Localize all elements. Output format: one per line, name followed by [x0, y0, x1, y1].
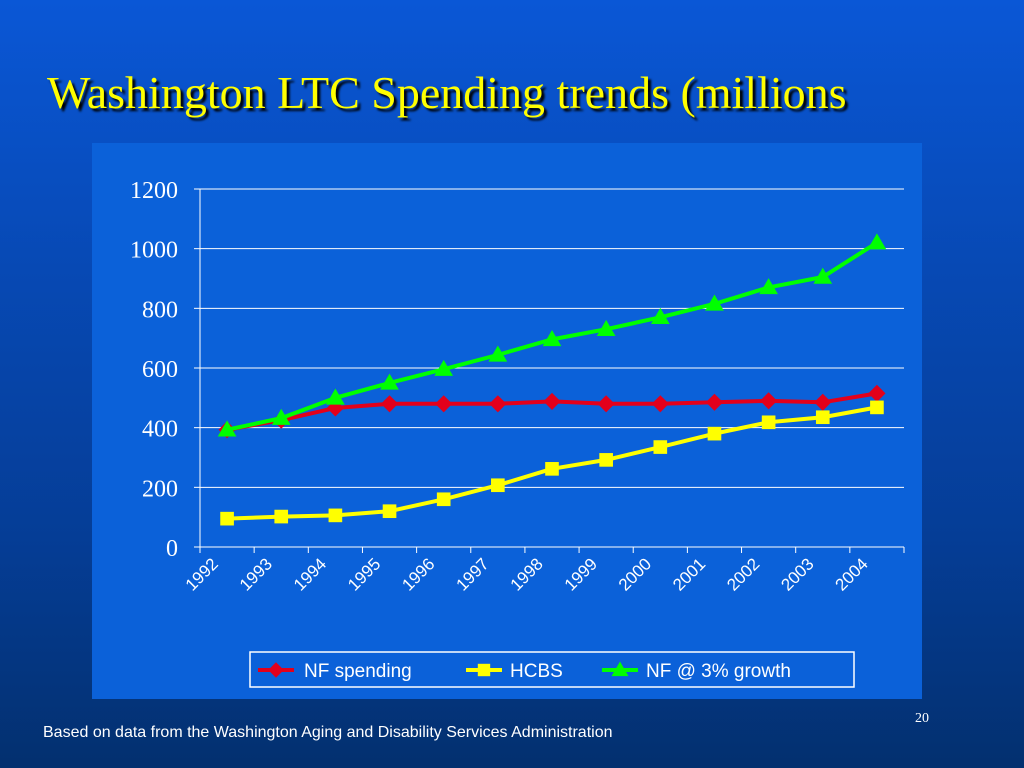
- data-point: [545, 462, 559, 476]
- x-tick-label: 1996: [398, 554, 438, 594]
- data-point: [705, 294, 724, 311]
- data-point: [650, 307, 670, 325]
- data-point: [599, 453, 613, 467]
- y-tick-label: 200: [142, 476, 178, 502]
- data-point: [653, 440, 668, 454]
- y-tick-label: 400: [142, 417, 178, 443]
- data-point: [436, 492, 451, 507]
- data-point: [491, 478, 505, 493]
- x-tick-label: 1995: [344, 554, 384, 594]
- data-point: [488, 345, 508, 362]
- legend: NF spending HCBS NF @ 3% growth: [249, 651, 855, 688]
- data-point: [813, 267, 833, 284]
- gridlines: [200, 188, 904, 488]
- data-point: [597, 395, 615, 413]
- x-tick-label: 1993: [236, 554, 276, 594]
- source-footnote: Based on data from the Washington Aging …: [43, 724, 613, 741]
- x-tick-label: 1994: [290, 554, 330, 594]
- slide-number: 20: [915, 711, 929, 726]
- data-point: [707, 426, 722, 441]
- data-point: [760, 392, 778, 410]
- data-point: [705, 393, 724, 411]
- data-point: [489, 395, 507, 413]
- legend-label: HCBS: [510, 661, 563, 682]
- data-point: [328, 508, 343, 523]
- x-tick-label: 2004: [832, 554, 872, 594]
- data-point: [380, 373, 399, 390]
- legend-label: NF spending: [304, 661, 412, 682]
- x-tick-label: 2000: [615, 554, 655, 594]
- x-tick-label: 1997: [452, 554, 492, 594]
- data-point: [220, 511, 234, 526]
- legend-swatch-marker: [477, 663, 491, 677]
- axes: [194, 188, 905, 553]
- data-point: [815, 410, 830, 425]
- legend-swatch-marker: [611, 661, 629, 677]
- x-tick-label: 1992: [182, 554, 222, 594]
- x-tick-label: 1999: [561, 554, 601, 594]
- x-tick-labels: 1992 1993 1994 1995 1996 1997 1998 1999 2000 2001…: [182, 554, 872, 594]
- data-point: [543, 392, 561, 410]
- legend-box: [249, 651, 855, 688]
- y-tick-labels: 0 200 400 600 800 1000 1200: [130, 178, 178, 562]
- x-tick-label: 1998: [507, 554, 547, 594]
- y-tick-label: 1000: [130, 238, 178, 264]
- y-tick-label: 600: [142, 357, 178, 383]
- data-point: [814, 393, 832, 411]
- data-point: [380, 395, 399, 413]
- data-point: [435, 395, 453, 413]
- y-tick-label: 1200: [130, 178, 178, 204]
- data-point: [761, 415, 776, 430]
- data-point: [382, 504, 397, 519]
- legend-swatch-marker: [268, 662, 284, 678]
- data-point: [759, 278, 778, 295]
- y-tick-label: 0: [166, 536, 178, 562]
- data-point: [868, 384, 886, 402]
- data-point: [596, 319, 616, 336]
- data-point: [542, 330, 562, 347]
- data-point: [217, 420, 237, 437]
- data-point: [651, 395, 669, 413]
- data-point: [326, 388, 345, 405]
- x-tick-label: 2002: [723, 554, 763, 594]
- data-point: [434, 359, 454, 376]
- data-point: [271, 408, 291, 425]
- data-point: [870, 400, 884, 415]
- chart-panel: 0 200 400 600 800 1000 1200 1992 1993 1994 1995 19…: [92, 143, 922, 699]
- data-point: [867, 233, 887, 250]
- series-lines: [217, 233, 887, 526]
- x-tick-label: 2003: [777, 554, 817, 594]
- y-tick-label: 800: [142, 297, 178, 323]
- legend-label: NF @ 3% growth: [646, 661, 791, 682]
- slide-title: Washington LTC Spending trends (millions: [47, 67, 847, 118]
- data-point: [274, 509, 289, 524]
- x-tick-label: 2001: [669, 554, 709, 594]
